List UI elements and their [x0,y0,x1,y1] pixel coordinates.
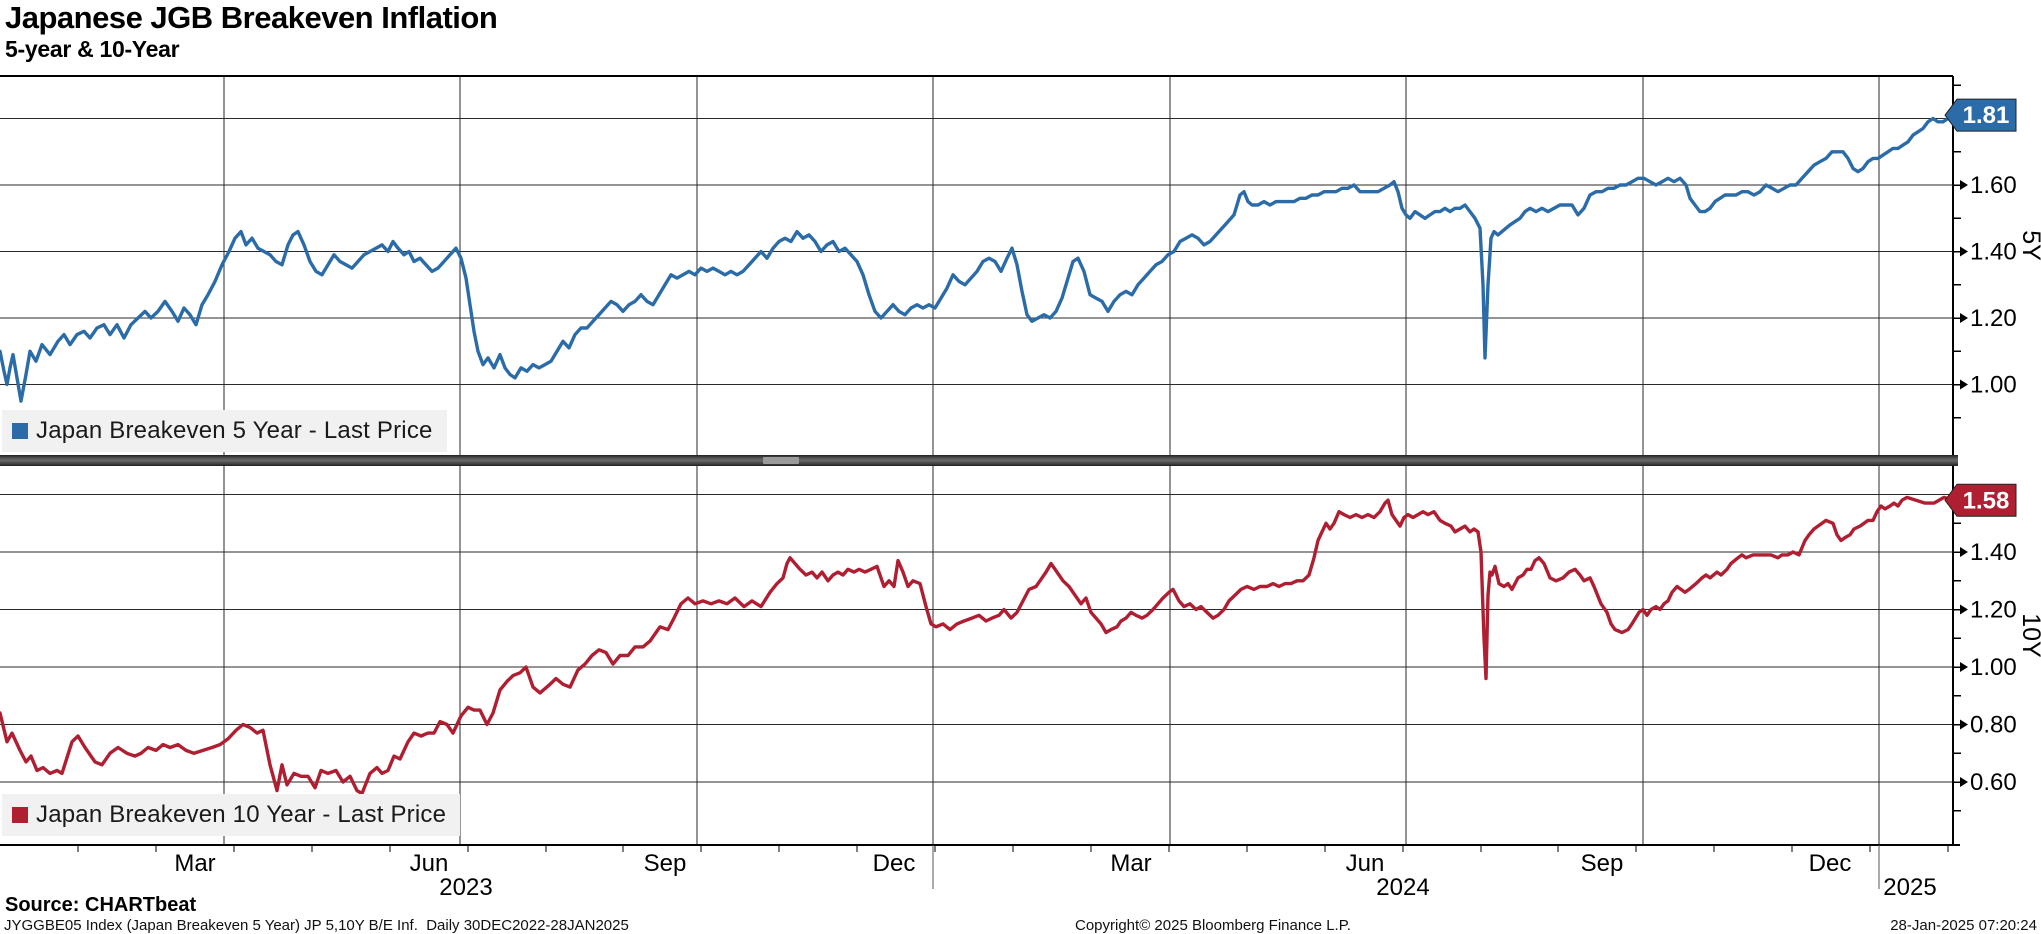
panel-separator[interactable] [0,455,1958,466]
x-tick-label-month: Dec [1809,850,1852,877]
copyright-label: Copyright© 2025 Bloomberg Finance L.P. [1075,917,1351,934]
x-tick-label-year: 2025 [1883,874,1936,901]
y-tick-label: 1.40 [1970,539,2017,566]
chart-subtitle: 5-year & 10-Year [5,36,180,62]
y-tick-label: 1.00 [1970,654,2017,681]
last-price-badge-10y [1944,483,2017,517]
plot-area-10y[interactable] [0,466,1953,845]
y-tick-label: 0.60 [1970,769,2017,796]
legend-10y[interactable]: Japan Breakeven 10 Year - Last Price [2,794,461,836]
x-tick-label-month: Sep [644,850,687,877]
y-tick-arrow-icon [1960,777,1968,787]
x-tick-label-month: Jun [410,850,449,877]
timestamp-label: 28-Jan-2025 07:20:24 [1890,917,2037,934]
legend-label-5y: Japan Breakeven 5 Year - Last Price [36,417,433,444]
chart-title: Japanese JGB Breakeven Inflation [5,0,498,35]
y-tick-label: 1.00 [1970,372,2017,399]
plot-area-5y[interactable] [0,76,1953,455]
y-tick-arrow-icon [1960,180,1968,190]
x-tick-label-month: Sep [1581,850,1624,877]
last-price-value-5y: 1.81 [1963,102,2010,129]
legend-label-10y: Japan Breakeven 10 Year - Last Price [36,801,447,828]
legend-swatch-red-icon [12,807,28,823]
x-tick-label-year: 2024 [1376,874,1429,901]
x-tick-label-month: Dec [873,850,916,877]
x-tick-label-month: Jun [1346,850,1385,877]
last-price-badge-5y [1944,98,2017,132]
x-tick-label-year: 2023 [439,874,492,901]
y-tick-arrow-icon [1960,246,1968,257]
y-tick-label: 1.40 [1970,239,2017,266]
x-tick-label-month: Mar [174,850,215,877]
y-tick-arrow-icon [1960,604,1968,615]
y-tick-arrow-icon [1960,547,1968,557]
separator-drag-handle-icon[interactable] [763,457,799,464]
security-descriptor: JYGGBE05 Index (Japan Breakeven 5 Year) … [4,917,629,934]
y-tick-label: 1.20 [1970,597,2017,624]
x-tick-label-month: Mar [1110,850,1151,877]
y-tick-label: 0.80 [1970,712,2017,739]
legend-5y[interactable]: Japan Breakeven 5 Year - Last Price [2,410,447,452]
y-tick-arrow-icon [1960,719,1968,730]
source-label: Source: CHARTbeat [5,894,197,916]
y-tick-arrow-icon [1960,662,1968,672]
y-tick-arrow-icon [1960,313,1968,323]
y-axis-title-5y: 5Y [2017,230,2041,261]
title-block: Japanese JGB Breakeven Inflation 5-year … [5,0,498,62]
y-tick-arrow-icon [1960,379,1968,390]
last-price-value-10y: 1.58 [1963,487,2010,514]
legend-swatch-blue-icon [12,423,28,439]
y-axis-title-10y: 10Y [2017,613,2041,658]
series-line-5y [0,113,1955,403]
series-line-10y [0,495,1955,796]
y-tick-label: 1.20 [1970,305,2017,332]
y-tick-label: 1.60 [1970,172,2017,199]
